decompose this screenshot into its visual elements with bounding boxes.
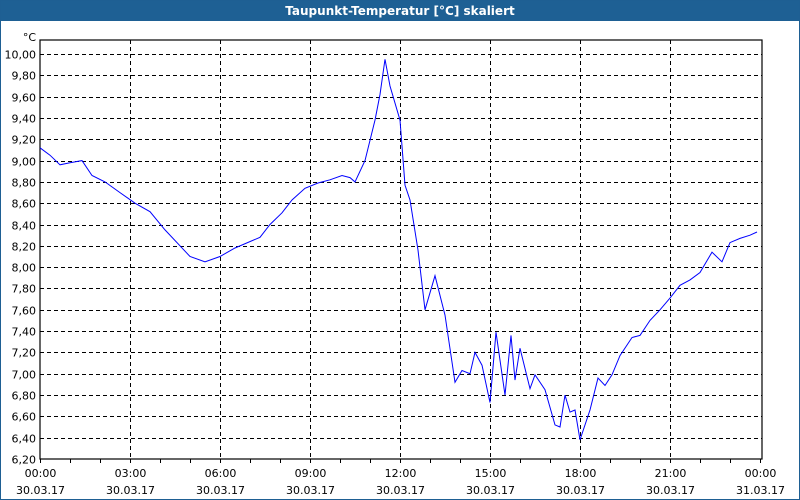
x-tick-date: 30.03.17 (196, 484, 245, 497)
x-tick-time: 06:00 (205, 467, 237, 480)
y-tick-label: 8,20 (12, 241, 37, 254)
y-tick-label: 8,60 (12, 198, 37, 211)
y-tick-label: 7,60 (12, 305, 37, 318)
dewpoint-series-line (39, 59, 758, 440)
x-tick-time: 00:00 (745, 467, 777, 480)
x-tick-time: 03:00 (115, 467, 147, 480)
y-tick-label: 9,20 (12, 134, 37, 147)
y-tick-label: 9,40 (12, 113, 37, 126)
y-tick-label: 8,80 (12, 177, 37, 190)
y-tick-label: 8,40 (12, 220, 37, 233)
y-tick-label: 8,00 (12, 262, 37, 275)
y-tick-label: 6,60 (12, 411, 37, 424)
y-tick-label: 6,40 (12, 433, 37, 446)
y-tick-label: 7,20 (12, 347, 37, 360)
window-title: Taupunkt-Temperatur [°C] skaliert (1, 1, 799, 21)
x-tick-time: 00:00 (25, 467, 57, 480)
y-tick-label: 6,20 (12, 454, 37, 467)
y-tick-label: 10,00 (5, 49, 37, 62)
x-tick-date: 30.03.17 (466, 484, 515, 497)
x-tick-time: 21:00 (655, 467, 687, 480)
y-tick-label: 7,40 (12, 326, 37, 339)
y-tick-label: 9,80 (12, 70, 37, 83)
x-tick-date: 30.03.17 (646, 484, 695, 497)
x-tick-date: 30.03.17 (556, 484, 605, 497)
x-tick-date: 31.03.17 (736, 484, 785, 497)
y-tick-label: 9,00 (12, 156, 37, 169)
y-tick-label: 6,80 (12, 390, 37, 403)
x-tick-time: 12:00 (385, 467, 417, 480)
y-tick-label: 7,80 (12, 283, 37, 296)
y-axis-unit: °C (23, 31, 37, 44)
x-tick-time: 18:00 (565, 467, 597, 480)
x-tick-time: 09:00 (295, 467, 327, 480)
y-tick-label: 9,60 (12, 92, 37, 105)
x-tick-date: 30.03.17 (16, 484, 65, 497)
x-tick-time: 15:00 (475, 467, 507, 480)
plot-frame (39, 39, 763, 460)
x-tick-date: 30.03.17 (286, 484, 335, 497)
y-tick-label: 7,00 (12, 369, 37, 382)
x-tick-date: 30.03.17 (106, 484, 155, 497)
x-tick-date: 30.03.17 (376, 484, 425, 497)
